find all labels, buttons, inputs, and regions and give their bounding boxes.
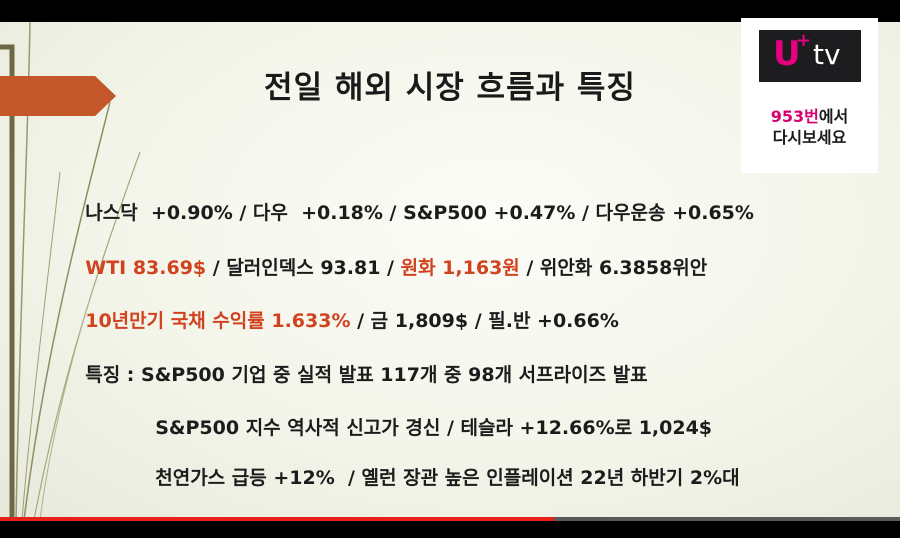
- video-progress-bar[interactable]: [0, 517, 900, 521]
- decorative-lines: [0, 22, 141, 520]
- yuan-rate: / 위안화 6.3858위안: [519, 257, 708, 279]
- page-title: 전일 해외 시장 흐름과 특징: [264, 70, 636, 106]
- logo-rewatch-line: 다시보세요: [772, 128, 847, 147]
- market-line-5: S&P500 지수 역사적 신고가 경신 / 테슬라 +12.66%로 1,02…: [142, 391, 712, 440]
- market-line-4: 특징 : S&P500 기업 중 실적 발표 117개 중 98개 서프라이즈 …: [72, 338, 648, 387]
- uplus-tv-logo: U + tv 953번에서 다시보세요: [741, 18, 878, 173]
- wti-price: WTI 83.69$: [85, 257, 207, 279]
- uplus-logo-mark: U + tv: [759, 30, 861, 82]
- video-bottom-bar: [0, 520, 900, 538]
- market-line-text: 나스닥 +0.90% / 다우 +0.18% / S&P500 +0.47% /…: [85, 202, 754, 224]
- logo-line1-rest: 에서: [818, 107, 849, 126]
- logo-tv: tv: [813, 38, 841, 71]
- arrow-shape: [0, 76, 116, 116]
- feature-text: S&P500 지수 역사적 신고가 경신 / 테슬라 +12.66%로 1,02…: [155, 417, 713, 439]
- logo-u: U: [773, 34, 801, 74]
- channel-number: 953번: [770, 107, 819, 126]
- won-rate: 원화 1,163원: [400, 257, 520, 279]
- gold-semis: / 금 1,809$ / 필.반 +0.66%: [350, 310, 619, 332]
- video-progress-fill: [0, 517, 554, 521]
- logo-plus: +: [796, 30, 812, 51]
- video-top-bar: [0, 0, 900, 22]
- market-line-1: 나스닥 +0.90% / 다우 +0.18% / S&P500 +0.47% /…: [72, 176, 754, 225]
- feature-text: 특징 : S&P500 기업 중 실적 발표 117개 중 98개 서프라이즈 …: [85, 364, 648, 386]
- dollar-index: / 달러인덱스 93.81 /: [206, 257, 401, 279]
- market-line-2: WTI 83.69$ / 달러인덱스 93.81 / 원화 1,163원 / 위…: [72, 231, 707, 280]
- logo-channel-line: 953번에서: [741, 103, 878, 127]
- feature-text: 천연가스 급등 +12% / 옐런 장관 높은 인플레이션 22년 하반기 2%…: [155, 467, 740, 489]
- treasury-yield: 10년만기 국채 수익률 1.633%: [85, 310, 351, 332]
- market-line-6: 천연가스 급등 +12% / 옐런 장관 높은 인플레이션 22년 하반기 2%…: [142, 441, 740, 490]
- market-line-3: 10년만기 국채 수익률 1.633% / 금 1,809$ / 필.반 +0.…: [72, 284, 619, 333]
